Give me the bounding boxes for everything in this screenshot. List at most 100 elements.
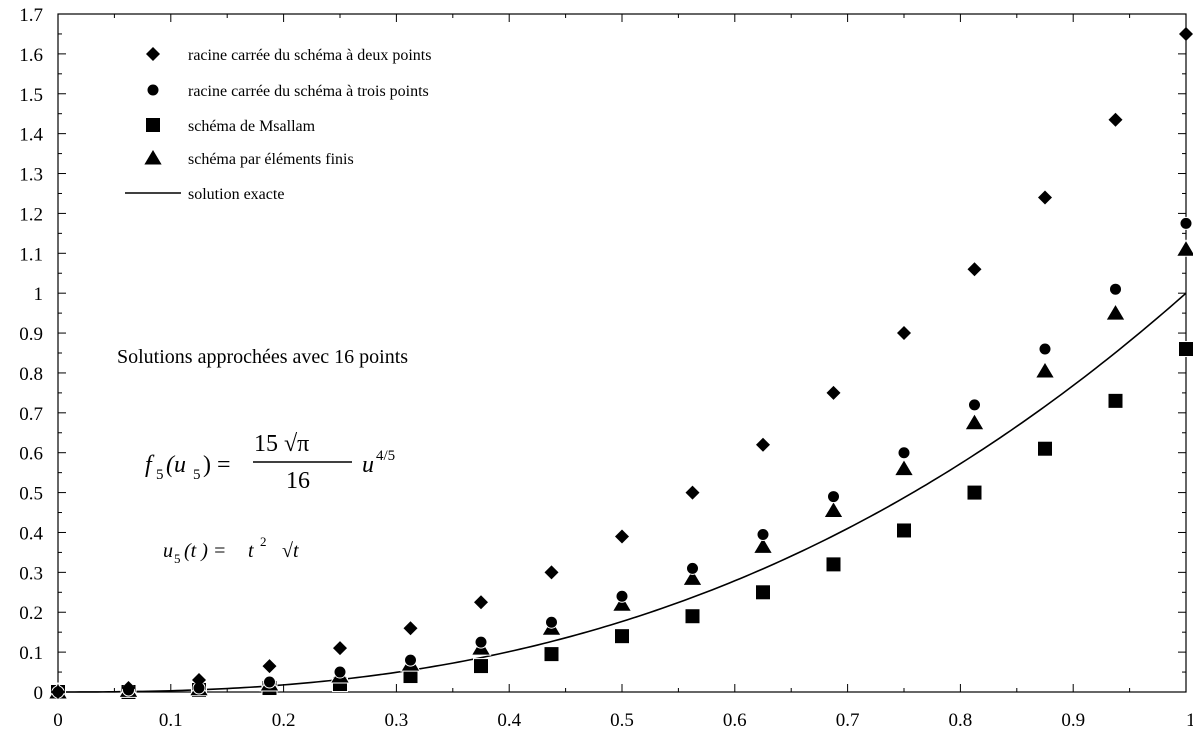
x-tick-label: 0.1 xyxy=(159,710,183,731)
marker-diamond xyxy=(1179,26,1193,41)
axis-tick-labels: 0 0.1 0.2 0.3 0.4 0.5 0.6 0.7 0.8 0.9 1 0 0.1 0.2 0.3 0… xyxy=(19,5,1193,731)
y-tick-label: 1.1 xyxy=(19,244,43,265)
marker-circle xyxy=(1179,216,1193,230)
marker-circle xyxy=(545,615,558,629)
marker-triangle xyxy=(1105,303,1126,321)
marker-circle xyxy=(1038,342,1052,356)
marker-diamond xyxy=(403,621,418,636)
legend-label-trois-points: racine carrée du schéma à trois points xyxy=(188,83,429,100)
annotation-heading: Solutions approchées avec 16 points xyxy=(117,346,408,368)
marker-circle xyxy=(263,675,276,689)
legend-icon-circle xyxy=(146,83,160,97)
marker-circle xyxy=(968,398,981,412)
exact-solution-curve xyxy=(58,292,1187,693)
marker-diamond xyxy=(121,681,136,696)
marker-circle xyxy=(474,635,488,649)
formula2-u: u xyxy=(163,540,173,562)
marker-diamond xyxy=(756,437,770,452)
x-tick-label: 1 xyxy=(1186,710,1193,731)
formula1-f-sub: 5 xyxy=(156,467,164,483)
marker-circle xyxy=(897,446,911,460)
x-tick-label: 0 xyxy=(53,710,63,731)
y-tick-label: 1.4 xyxy=(19,125,43,146)
legend-label-elements-finis: schéma par éléments finis xyxy=(188,151,354,168)
marker-circle xyxy=(1109,282,1122,296)
y-tick-label: 1.2 xyxy=(19,204,43,225)
marker-triangle xyxy=(893,458,915,477)
marker-diamond xyxy=(685,485,700,500)
marker-square xyxy=(1178,341,1193,358)
x-tick-label: 0.3 xyxy=(385,710,409,731)
legend-icon-diamond xyxy=(146,47,160,61)
x-tick-label: 0.2 xyxy=(272,710,296,731)
x-tick-label: 0.5 xyxy=(610,710,634,731)
legend-label-solution-exacte: solution exacte xyxy=(188,186,284,203)
marker-diamond xyxy=(1108,112,1123,127)
y-tick-label: 0.6 xyxy=(19,444,43,465)
formula1-var: u xyxy=(362,452,374,478)
formula1-close: ) = xyxy=(203,452,231,478)
marker-square xyxy=(543,646,560,663)
formula1-arg-sub: 5 xyxy=(193,467,201,483)
y-tick-label: 0.7 xyxy=(19,404,43,425)
marker-triangle xyxy=(964,412,985,431)
x-tick-label: 0.6 xyxy=(723,710,747,731)
y-tick-label: 1 xyxy=(34,284,44,305)
y-tick-label: 0.1 xyxy=(19,643,43,664)
formula1-arg: (u xyxy=(166,452,186,478)
legend-icon-triangle xyxy=(142,148,164,166)
axis-ticks xyxy=(57,13,1187,693)
formula-f5: f 5 (u 5 ) = 15 √π 16 u 4/5 xyxy=(145,431,395,494)
y-tick-label: 1.5 xyxy=(19,85,43,106)
marker-triangle xyxy=(682,568,703,586)
x-tick-label: 0.7 xyxy=(836,710,860,731)
marker-triangle xyxy=(823,500,844,519)
marker-diamond xyxy=(967,262,982,277)
y-tick-label: 0.5 xyxy=(19,484,43,505)
marker-square xyxy=(614,628,630,645)
marker-square xyxy=(473,658,489,675)
x-tick-label: 0.9 xyxy=(1061,710,1085,731)
marker-circle xyxy=(615,589,629,603)
marker-square xyxy=(1037,440,1053,457)
formula1-denominator: 16 xyxy=(286,468,310,494)
x-tick-label: 0.8 xyxy=(949,710,973,731)
marker-diamond xyxy=(897,326,911,341)
formula2-t: t xyxy=(248,540,254,562)
y-tick-label: 0.3 xyxy=(19,563,43,584)
x-tick-label: 0.4 xyxy=(497,710,521,731)
marker-diamond xyxy=(826,385,841,400)
y-tick-label: 1.3 xyxy=(19,165,43,186)
marker-diamond xyxy=(192,673,206,688)
marker-diamond xyxy=(262,659,277,674)
marker-circle xyxy=(404,653,417,667)
marker-diamond xyxy=(333,641,347,656)
y-tick-label: 0.8 xyxy=(19,364,43,385)
formula2-exponent: 2 xyxy=(260,534,267,549)
legend-label-msallam: schéma de Msallam xyxy=(188,118,316,135)
data-markers xyxy=(47,26,1193,700)
marker-circle xyxy=(827,490,840,504)
marker-circle xyxy=(333,665,347,679)
y-tick-label: 0.4 xyxy=(19,523,43,544)
y-tick-label: 0 xyxy=(34,683,44,704)
y-tick-label: 1.6 xyxy=(19,45,43,66)
marker-square xyxy=(684,608,701,625)
marker-triangle xyxy=(1175,239,1193,257)
marker-square xyxy=(755,584,771,601)
marker-diamond xyxy=(51,685,65,699)
formula1-exponent: 4/5 xyxy=(376,448,395,464)
formula2-sqrt: √t xyxy=(282,540,299,562)
formula2-u-sub: 5 xyxy=(174,551,181,566)
formula2-arg: (t ) = xyxy=(184,540,226,562)
marker-diamond xyxy=(615,529,629,544)
legend-icon-square xyxy=(145,117,161,133)
marker-triangle xyxy=(752,536,774,554)
marker-square xyxy=(896,522,912,539)
formula-u5: u 5 (t ) = t 2 √t xyxy=(163,534,299,566)
marker-square xyxy=(825,556,842,573)
legend-label-deux-points: racine carrée du schéma à deux points xyxy=(188,47,431,64)
marker-triangle xyxy=(611,594,633,612)
legend: racine carrée du schéma à deux points ra… xyxy=(125,47,431,203)
